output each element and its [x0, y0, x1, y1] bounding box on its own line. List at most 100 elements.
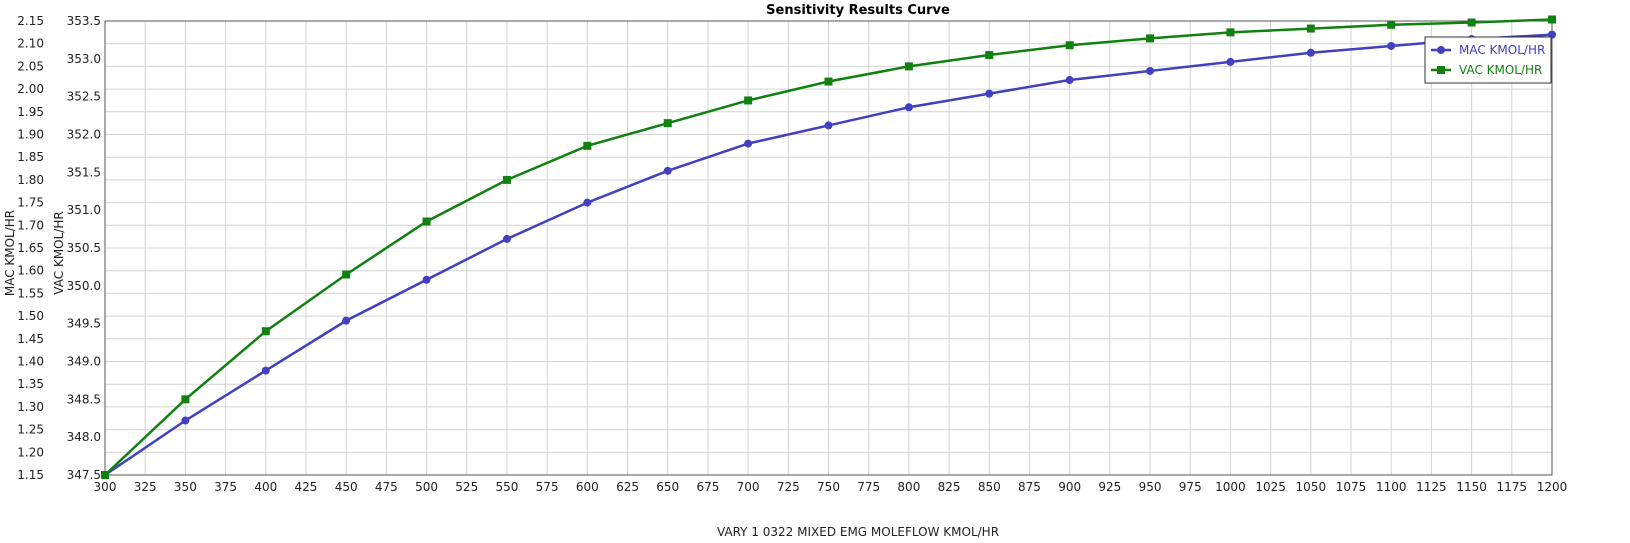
data-point — [663, 166, 672, 175]
x-tick-label: 1175 — [1497, 480, 1528, 494]
data-point — [261, 327, 270, 336]
grid-lines — [104, 20, 1553, 476]
data-point — [342, 270, 351, 279]
y-tick-label-vac: 349.5 — [67, 317, 101, 331]
legend-marker — [1437, 66, 1445, 74]
data-point — [261, 366, 270, 375]
x-tick-label: 775 — [857, 480, 880, 494]
y-axis-mac-ticks: 1.15 1.20 1.25 1.30 1.35 1.40 1.45 1.50 1.55 1.60… — [17, 14, 44, 482]
x-tick-label: 525 — [455, 480, 478, 494]
x-tick-label: 650 — [656, 480, 679, 494]
data-point — [1065, 76, 1074, 85]
data-point — [502, 234, 511, 243]
data-point — [1306, 48, 1315, 57]
legend-label: VAC KMOL/HR — [1459, 63, 1542, 77]
chart-title: Sensitivity Results Curve — [766, 3, 950, 18]
x-tick-label: 1100 — [1376, 480, 1407, 494]
x-tick-label: 1150 — [1456, 480, 1487, 494]
y-tick-label-vac: 349.0 — [67, 355, 101, 369]
y-tick-label-vac: 351.5 — [67, 165, 101, 179]
x-tick-label: 1125 — [1416, 480, 1447, 494]
x-tick-label: 900 — [1058, 480, 1081, 494]
x-tick-label: 700 — [737, 480, 760, 494]
y-axis-label-vac: VAC KMOL/HR — [52, 211, 66, 294]
y-tick-label-mac: 1.65 — [17, 241, 44, 255]
y-tick-label-mac: 1.50 — [17, 309, 44, 323]
data-point — [1226, 57, 1235, 66]
x-tick-label: 1050 — [1296, 480, 1327, 494]
data-point — [985, 89, 994, 98]
x-tick-label: 1000 — [1215, 480, 1246, 494]
data-point — [985, 51, 994, 60]
x-tick-label: 500 — [415, 480, 438, 494]
x-tick-label: 400 — [254, 480, 277, 494]
x-tick-label: 550 — [495, 480, 518, 494]
data-point — [101, 471, 109, 479]
x-tick-label: 575 — [536, 480, 559, 494]
x-tick-label: 350 — [174, 480, 197, 494]
x-tick-label: 800 — [897, 480, 920, 494]
data-point — [1387, 20, 1396, 29]
x-tick-label: 675 — [696, 480, 719, 494]
y-tick-label-mac: 1.75 — [17, 196, 44, 210]
data-point — [904, 62, 913, 71]
y-tick-label-mac: 2.10 — [17, 37, 44, 51]
y-tick-label-vac: 347.5 — [67, 468, 101, 482]
y-tick-label-mac: 2.15 — [17, 14, 44, 28]
data-point — [422, 217, 431, 226]
data-point — [1306, 24, 1315, 33]
x-tick-label: 725 — [777, 480, 800, 494]
y-tick-label-vac: 353.5 — [67, 14, 101, 28]
x-tick-label: 975 — [1179, 480, 1202, 494]
legend-marker — [1437, 46, 1445, 54]
x-tick-label: 1200 — [1537, 480, 1568, 494]
y-tick-label-vac: 350.0 — [67, 279, 101, 293]
x-tick-label: 425 — [295, 480, 318, 494]
y-tick-label-vac: 352.0 — [67, 128, 101, 142]
data-point — [583, 141, 592, 150]
x-tick-label: 925 — [1098, 480, 1121, 494]
y-tick-label-vac: 352.5 — [67, 90, 101, 104]
data-point — [181, 395, 190, 404]
legend-label: MAC KMOL/HR — [1459, 43, 1545, 57]
x-axis-label: VARY 1 0322 MIXED EMG MOLEFLOW KMOL/HR — [717, 525, 999, 539]
data-point — [422, 275, 431, 284]
data-point — [1226, 28, 1235, 37]
data-point — [1467, 18, 1476, 27]
y-tick-label-mac: 1.20 — [17, 445, 44, 459]
series-layer — [101, 15, 1556, 479]
y-tick-label-mac: 1.90 — [17, 128, 44, 142]
data-point — [904, 103, 913, 112]
x-tick-label: 875 — [1018, 480, 1041, 494]
x-tick-label: 450 — [335, 480, 358, 494]
x-tick-label: 950 — [1139, 480, 1162, 494]
y-tick-label-mac: 1.80 — [17, 173, 44, 187]
x-tick-label: 625 — [616, 480, 639, 494]
data-point — [1146, 66, 1155, 75]
y-tick-label-vac: 351.0 — [67, 203, 101, 217]
x-tick-label: 1075 — [1336, 480, 1367, 494]
y-tick-label-mac: 1.25 — [17, 423, 44, 437]
y-axis-label-mac: MAC KMOL/HR — [3, 210, 17, 296]
x-tick-label: 825 — [938, 480, 961, 494]
y-tick-label-vac: 350.5 — [67, 241, 101, 255]
y-tick-label-mac: 1.35 — [17, 377, 44, 391]
y-tick-label-vac: 353.0 — [67, 52, 101, 66]
y-tick-label-mac: 1.95 — [17, 105, 44, 119]
data-point — [1548, 15, 1556, 24]
data-point — [342, 316, 351, 325]
y-tick-label-mac: 1.85 — [17, 150, 44, 164]
data-point — [1146, 34, 1155, 43]
data-point — [181, 416, 190, 425]
y-tick-label-mac: 1.15 — [17, 468, 44, 482]
y-tick-label-vac: 348.5 — [67, 392, 101, 406]
x-tick-label: 750 — [817, 480, 840, 494]
data-point — [1065, 41, 1074, 50]
x-tick-label: 325 — [134, 480, 157, 494]
x-tick-label: 850 — [978, 480, 1001, 494]
x-tick-label: 1025 — [1255, 480, 1286, 494]
y-tick-label-mac: 1.60 — [17, 264, 44, 278]
x-axis-ticks: 300 325 350 375 400 425 450 475 500 525 550 575 600 6… — [94, 480, 1568, 494]
y-tick-label-vac: 348.0 — [67, 430, 101, 444]
data-point — [744, 96, 753, 105]
